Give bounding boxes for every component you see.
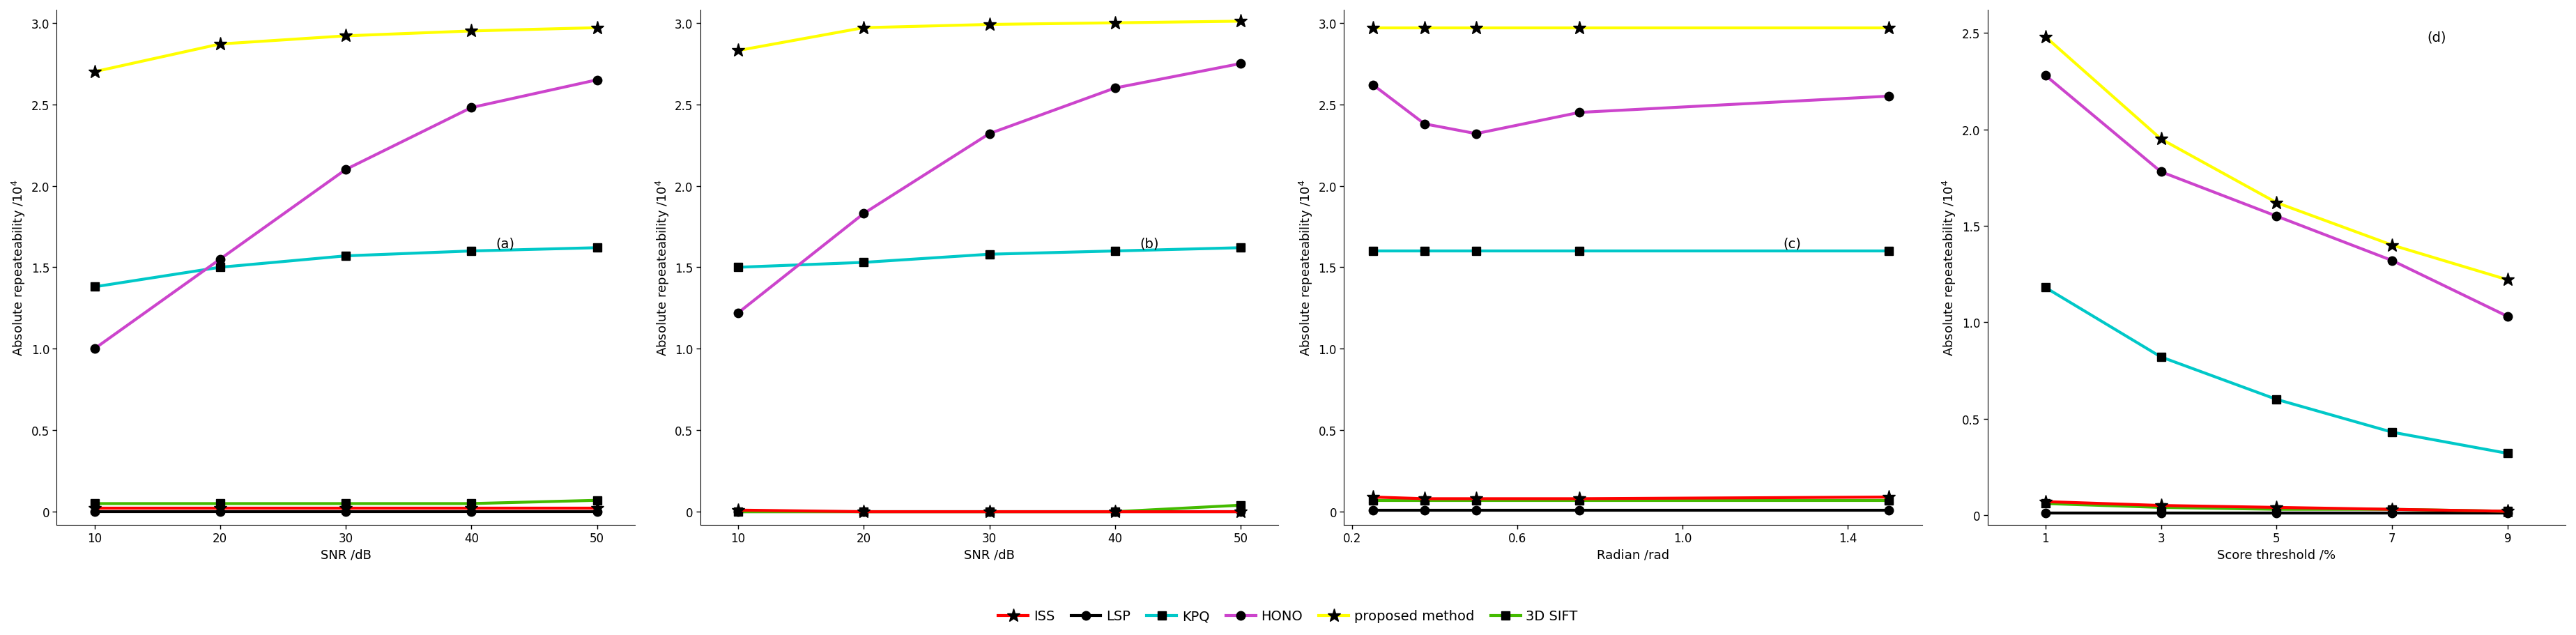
X-axis label: SNR /dB: SNR /dB [319, 549, 371, 561]
Y-axis label: Absolute repeateability /10$^4$: Absolute repeateability /10$^4$ [1298, 179, 1314, 356]
Y-axis label: Absolute repeateability /10$^4$: Absolute repeateability /10$^4$ [654, 179, 670, 356]
Y-axis label: Absolute repeateability /10$^4$: Absolute repeateability /10$^4$ [10, 179, 28, 356]
Text: (a): (a) [497, 237, 515, 250]
Text: (d): (d) [2427, 31, 2447, 44]
Text: (c): (c) [1783, 237, 1801, 250]
X-axis label: SNR /dB: SNR /dB [963, 549, 1015, 561]
Text: (b): (b) [1139, 237, 1159, 250]
X-axis label: Score threshold /%: Score threshold /% [2218, 549, 2336, 561]
X-axis label: Radian /rad: Radian /rad [1597, 549, 1669, 561]
Legend: ISS, LSP, KPQ, HONO, proposed method, 3D SIFT: ISS, LSP, KPQ, HONO, proposed method, 3D… [992, 604, 1584, 628]
Y-axis label: Absolute repeateability /10$^4$: Absolute repeateability /10$^4$ [1942, 179, 1958, 356]
